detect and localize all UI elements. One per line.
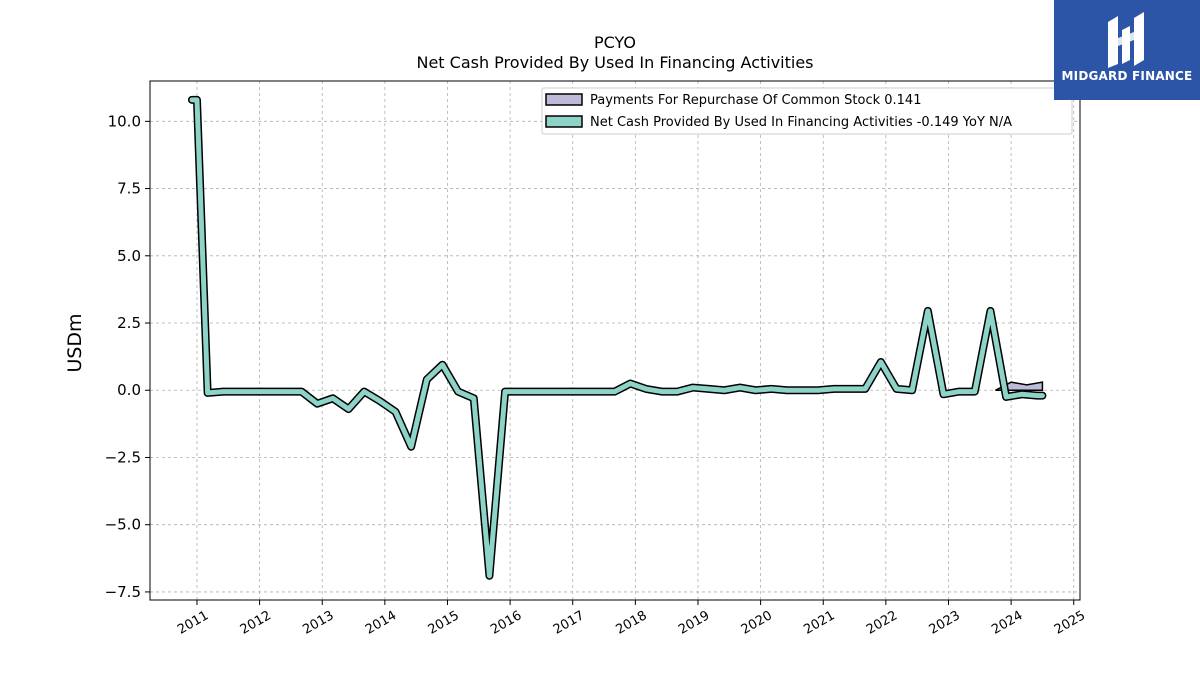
legend-label-financing: Net Cash Provided By Used In Financing A…: [590, 115, 1012, 130]
legend: Payments For Repurchase Of Common Stock …: [541, 87, 1073, 135]
x-tick-label: 2014: [363, 608, 399, 638]
x-tick-label: 2017: [551, 608, 587, 638]
legend-swatch-repurchase: [545, 93, 583, 106]
series-layer: [187, 95, 1047, 580]
legend-label-repurchase: Payments For Repurchase Of Common Stock …: [590, 93, 921, 108]
y-tick-label: 5.0: [117, 247, 141, 265]
x-tick-label: 2023: [927, 608, 963, 638]
chart-subtitle: Net Cash Provided By Used In Financing A…: [416, 53, 813, 72]
financing-line-outline: [187, 95, 1047, 580]
financing-line: [189, 97, 1045, 579]
y-tick-label: −2.5: [105, 448, 141, 466]
chart-title: PCYO: [594, 33, 636, 52]
x-tick-label: 2012: [238, 608, 274, 638]
x-tick-label: 2025: [1052, 608, 1088, 638]
y-tick-label: −7.5: [105, 583, 141, 601]
x-tick-label: 2013: [300, 608, 336, 638]
grid: [150, 81, 1080, 600]
x-tick-label: 2015: [426, 608, 462, 638]
brand-name: MIDGARD FINANCE: [1061, 69, 1193, 83]
x-tick-label: 2021: [801, 608, 837, 638]
x-tick-label: 2018: [614, 608, 650, 638]
legend-frame: [541, 87, 1073, 135]
y-tick-label: 0.0: [117, 381, 141, 399]
y-tick-label: 10.0: [108, 112, 141, 130]
y-axis-label: USDm: [64, 313, 86, 372]
y-tick-label: 2.5: [117, 314, 141, 332]
x-tick-label: 2011: [175, 608, 211, 638]
y-tick-label: −5.0: [105, 516, 141, 534]
x-tick-label: 2020: [739, 608, 775, 638]
x-tick-label: 2022: [864, 608, 900, 638]
x-tick-label: 2019: [676, 608, 712, 638]
logo-mark-icon: [1108, 12, 1144, 68]
legend-swatch-financing: [545, 115, 583, 128]
plot-frame: [149, 80, 1081, 601]
y-tick-label: 7.5: [117, 180, 141, 198]
x-tick-label: 2024: [989, 608, 1025, 638]
brand-logo: MIDGARD FINANCE: [1054, 0, 1200, 100]
x-tick-label: 2016: [488, 608, 524, 638]
